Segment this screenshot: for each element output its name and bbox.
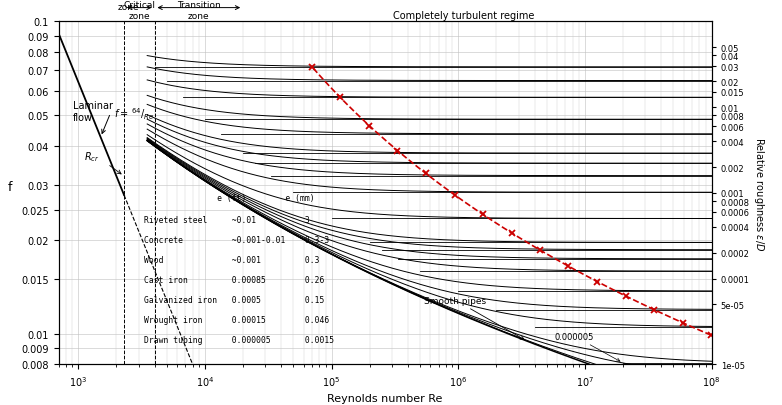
Text: 0.000005: 0.000005 <box>555 332 620 361</box>
Text: Laminar
flow: Laminar flow <box>73 101 113 123</box>
Y-axis label: f: f <box>8 180 13 194</box>
Text: Transition
zone: Transition zone <box>177 1 221 21</box>
Text: Critical
zone: Critical zone <box>113 0 145 12</box>
Text: 0.000001: 0.000001 <box>0 404 1 405</box>
Text: Galvanized iron   0.0005         0.15: Galvanized iron 0.0005 0.15 <box>144 295 324 304</box>
Y-axis label: Relative roughness $\epsilon/D$: Relative roughness $\epsilon/D$ <box>752 136 766 250</box>
Text: e (ft)        e (mm): e (ft) e (mm) <box>144 194 314 202</box>
Text: Concrete          ~0.001-0.01    0.3-3: Concrete ~0.001-0.01 0.3-3 <box>144 235 328 245</box>
Text: Completely turbulent regime: Completely turbulent regime <box>393 11 534 21</box>
Text: $R_{cr}$: $R_{cr}$ <box>84 150 99 164</box>
Text: Smooth pipes: Smooth pipes <box>425 296 524 339</box>
Text: Drawn tubing      0.000005       0.0015: Drawn tubing 0.000005 0.0015 <box>144 335 334 344</box>
Text: $f = \,^{64}/_{Re}$: $f = \,^{64}/_{Re}$ <box>113 106 153 121</box>
Text: Wrought iron      0.00015        0.046: Wrought iron 0.00015 0.046 <box>144 315 328 324</box>
Text: Wood              ~0.001         0.3: Wood ~0.001 0.3 <box>144 255 319 264</box>
Text: Cast iron         0.00085        0.26: Cast iron 0.00085 0.26 <box>144 275 324 284</box>
Text: Critical
zone: Critical zone <box>124 1 156 21</box>
Text: Riveted steel     ~0.01          3: Riveted steel ~0.01 3 <box>144 215 310 225</box>
X-axis label: Reynolds number Re: Reynolds number Re <box>328 394 443 403</box>
